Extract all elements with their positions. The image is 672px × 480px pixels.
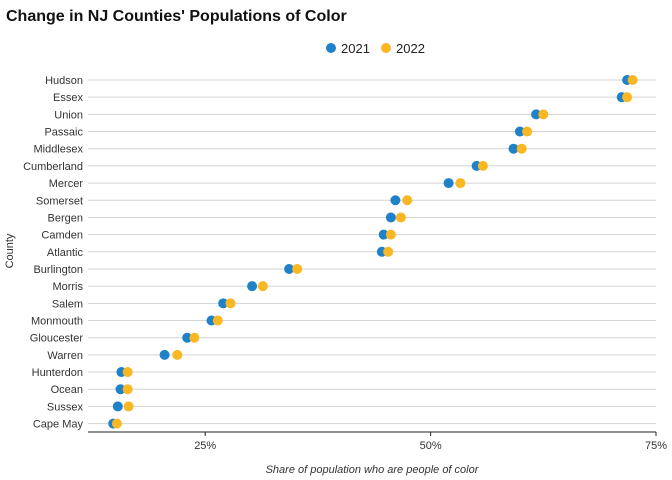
point-2022-bergen (395, 212, 406, 223)
point-2022-sussex (123, 401, 134, 412)
y-label-middlesex: Middlesex (33, 144, 83, 156)
point-2022-hudson (627, 75, 638, 85)
y-label-somerset: Somerset (36, 195, 83, 207)
y-label-burlington: Burlington (33, 264, 83, 276)
legend: 2021 2022 (326, 41, 425, 56)
chart-title: Change in NJ Counties' Populations of Co… (6, 8, 347, 25)
point-2021-bergen (385, 212, 396, 223)
point-2022-morris (257, 281, 268, 292)
point-2022-hunterdon (122, 367, 133, 378)
point-2021-salem (218, 298, 229, 309)
point-2022-atlantic (383, 246, 394, 257)
gridlines (88, 79, 656, 425)
y-label-monmouth: Monmouth (31, 316, 83, 328)
point-2021-gloucester (182, 332, 193, 343)
y-axis-labels: Hudson Essex Union Passaic Middlesex Cumberla… (23, 75, 83, 431)
point-2021-middlesex (508, 143, 519, 154)
point-2022-ocean (122, 384, 133, 395)
y-label-mercer: Mercer (49, 178, 84, 190)
y-label-ocean: Ocean (51, 384, 83, 396)
point-2022-salem (225, 298, 236, 309)
point-2021-sussex (112, 401, 123, 412)
point-2022-burlington (292, 263, 303, 274)
point-2021-union (531, 109, 542, 120)
legend-label-2021: 2021 (341, 41, 370, 56)
y-axis-title: County (4, 233, 16, 268)
y-label-cumberland: Cumberland (23, 161, 83, 173)
point-2022-essex (622, 92, 633, 103)
point-2021-burlington (284, 263, 295, 274)
point-2021-ocean (115, 384, 126, 395)
x-axis-ticks: 25% 50% 75% (194, 432, 667, 452)
x-tick-label-25%: 25% (194, 440, 216, 452)
y-label-morris: Morris (52, 281, 83, 293)
x-tick-label-50%: 50% (420, 440, 442, 452)
point-2022-cape-may (111, 418, 122, 429)
y-label-essex: Essex (53, 92, 83, 104)
data-points (108, 75, 638, 429)
y-label-cape-may: Cape May (33, 419, 84, 431)
point-2021-camden (378, 229, 389, 240)
y-label-bergen: Bergen (48, 212, 83, 224)
x-tick-label-75%: 75% (645, 440, 667, 452)
y-label-hunterdon: Hunterdon (32, 367, 83, 379)
point-2022-gloucester (189, 332, 200, 343)
point-2022-cumberland (477, 160, 488, 171)
point-2022-middlesex (516, 143, 527, 154)
y-label-salem: Salem (52, 298, 83, 310)
y-label-camden: Camden (41, 230, 83, 242)
legend-swatch-2021 (326, 43, 336, 53)
point-2021-warren (159, 349, 170, 360)
y-label-union: Union (54, 109, 83, 121)
point-2022-monmouth (212, 315, 223, 326)
point-2021-mercer (443, 178, 454, 189)
y-label-hudson: Hudson (45, 75, 83, 87)
point-2022-somerset (402, 195, 413, 206)
point-2022-passaic (522, 126, 533, 137)
legend-label-2022: 2022 (396, 41, 425, 56)
point-2022-union (538, 109, 549, 120)
point-2021-somerset (390, 195, 401, 206)
x-axis-title: Share of population who are people of co… (266, 464, 480, 476)
point-2022-camden (385, 229, 396, 240)
y-label-atlantic: Atlantic (47, 247, 84, 259)
point-2021-morris (247, 281, 258, 292)
point-2021-passaic (514, 126, 525, 137)
y-label-passaic: Passaic (44, 127, 83, 139)
point-2022-warren (172, 349, 183, 360)
y-label-warren: Warren (47, 350, 83, 362)
y-label-sussex: Sussex (47, 401, 84, 413)
legend-swatch-2022 (381, 43, 391, 53)
point-2022-mercer (455, 178, 466, 189)
y-label-gloucester: Gloucester (30, 333, 84, 345)
